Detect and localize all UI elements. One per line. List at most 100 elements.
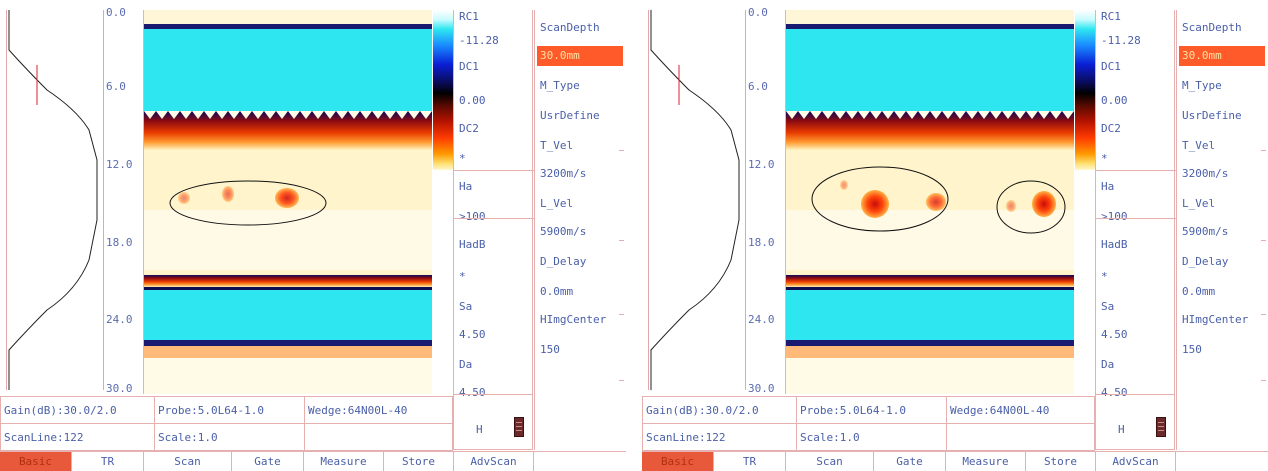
- bottom-tab-bar: Basic TR Scan Gate Measure Store AdvScan: [642, 451, 1268, 471]
- tab-tr[interactable]: TR: [72, 452, 144, 471]
- info-scanline: ScanLine:122: [1, 424, 155, 452]
- readout-value: RC1: [459, 10, 479, 23]
- tab-store[interactable]: Store: [384, 452, 454, 471]
- menu-param-label[interactable]: T_Vel: [1182, 139, 1216, 152]
- defect-marker-ellipse: [169, 180, 327, 226]
- menu-param-value[interactable]: 30.0mm: [537, 46, 623, 66]
- param-menu: ScanDepth 30.0mm M_Type UsrDefine T_Vel 3200m…: [1176, 10, 1268, 450]
- cyan-layer-top: [144, 29, 432, 111]
- tab-measure[interactable]: Measure: [946, 452, 1026, 471]
- menu-param-label[interactable]: M_Type: [1182, 79, 1222, 92]
- readout-value: >100: [459, 210, 486, 223]
- menu-scroll-tick: [619, 150, 624, 151]
- menu-param-label[interactable]: M_Type: [540, 79, 580, 92]
- b-scan-image[interactable]: [144, 10, 432, 394]
- lower-boundary-line: [786, 287, 1074, 290]
- a-scan-profile: [648, 10, 746, 390]
- scan-panel: 0.0 6.0 12.0 18.0 24.0 30.0 RC1 -11.28 DC1 0.00 DC…: [642, 0, 1268, 471]
- surface-echo-top: [786, 10, 1074, 28]
- menu-param-value[interactable]: 150: [1182, 343, 1202, 356]
- menu-param-label[interactable]: D_Delay: [540, 255, 587, 268]
- info-row-1: Gain(dB):30.0/2.0 Probe:5.0L64-1.0 Wedge:6…: [0, 396, 454, 425]
- depth-tick: 12.0: [748, 158, 775, 171]
- menu-param-value[interactable]: 0.0mm: [540, 285, 574, 298]
- scan-panel: 0.0 6.0 12.0 18.0 24.0 30.0 RC1 -11.28 DC1 0.00 DC…: [0, 0, 626, 471]
- b-scan-svg: [144, 10, 432, 394]
- depth-tick: 6.0: [748, 80, 768, 93]
- back-wall-line: [144, 340, 432, 346]
- menu-param-value[interactable]: 150: [540, 343, 560, 356]
- info-probe: Probe:5.0L64-1.0: [797, 397, 947, 425]
- menu-param-value[interactable]: UsrDefine: [1182, 109, 1242, 122]
- menu-param-label[interactable]: ScanDepth: [540, 21, 600, 34]
- battery-icon: [514, 417, 524, 437]
- param-menu: ScanDepth 30.0mm M_Type UsrDefine T_Vel 3200m…: [534, 10, 626, 450]
- menu-param-value[interactable]: 5900m/s: [1182, 225, 1229, 238]
- tab-advscan[interactable]: AdvScan: [1096, 452, 1176, 471]
- cyan-layer-top: [786, 29, 1074, 111]
- tab-gate[interactable]: Gate: [874, 452, 946, 471]
- menu-param-value[interactable]: 3200m/s: [1182, 167, 1229, 180]
- menu-scroll-tick: [619, 240, 624, 241]
- h-label: H: [1118, 423, 1125, 436]
- readout-value: *: [1101, 270, 1108, 283]
- defect-small: [178, 192, 190, 204]
- depth-tick: 12.0: [106, 158, 133, 171]
- tab-store[interactable]: Store: [1026, 452, 1096, 471]
- menu-param-label[interactable]: HImgCenter: [540, 313, 607, 326]
- cyan-layer-bottom: [786, 290, 1074, 340]
- tab-basic[interactable]: Basic: [642, 452, 714, 471]
- readout-divider: [1096, 218, 1176, 219]
- tab-measure[interactable]: Measure: [304, 452, 384, 471]
- depth-tick: 18.0: [748, 236, 775, 249]
- menu-scroll-tick: [1261, 380, 1266, 381]
- menu-scroll-tick: [1261, 240, 1266, 241]
- menu-param-value[interactable]: 0.0mm: [1182, 285, 1216, 298]
- tab-basic[interactable]: Basic: [0, 452, 72, 471]
- tab-gate[interactable]: Gate: [232, 452, 304, 471]
- battery-icon: [1156, 417, 1166, 437]
- menu-scroll-tick: [1261, 150, 1266, 151]
- readout-column: RC1 -11.28 DC1 0.00 DC2 * Ha >100 HadB * Sa 4.50 Da 4…: [453, 10, 534, 399]
- h-status-box: H: [1095, 394, 1175, 450]
- readout-divider: [1096, 170, 1176, 171]
- menu-param-label[interactable]: L_Vel: [1182, 197, 1216, 210]
- a-scan-profile: [6, 10, 104, 390]
- menu-param-label[interactable]: D_Delay: [1182, 255, 1229, 268]
- readout-value: 4.50: [459, 328, 486, 341]
- depth-tick: 24.0: [106, 313, 133, 326]
- menu-param-label[interactable]: ScanDepth: [1182, 21, 1242, 34]
- cyan-layer-bottom: [144, 290, 432, 340]
- info-probe: Probe:5.0L64-1.0: [155, 397, 305, 425]
- menu-param-label[interactable]: T_Vel: [540, 139, 574, 152]
- depth-axis: 0.0 6.0 12.0 18.0 24.0 30.0: [746, 6, 786, 395]
- menu-scroll-tick: [619, 380, 624, 381]
- tab-advscan[interactable]: AdvScan: [454, 452, 534, 471]
- readout-value: DC2: [459, 122, 479, 135]
- info-gain: Gain(dB):30.0/2.0: [643, 397, 797, 425]
- tab-scan[interactable]: Scan: [144, 452, 232, 471]
- readout-divider: [454, 170, 534, 171]
- menu-param-label[interactable]: L_Vel: [540, 197, 574, 210]
- back-wall-line: [786, 340, 1074, 346]
- info-scale: Scale:1.0: [155, 424, 305, 452]
- readout-value: Sa: [459, 300, 473, 313]
- menu-param-value[interactable]: UsrDefine: [540, 109, 600, 122]
- b-scan-image[interactable]: [786, 10, 1074, 394]
- menu-param-value[interactable]: 5900m/s: [540, 225, 587, 238]
- readout-value: Sa: [1101, 300, 1115, 313]
- menu-param-label[interactable]: HImgCenter: [1182, 313, 1249, 326]
- defect-medium: [926, 193, 946, 211]
- a-scan-svg: [650, 10, 740, 390]
- menu-param-value[interactable]: 3200m/s: [540, 167, 587, 180]
- depth-axis: 0.0 6.0 12.0 18.0 24.0 30.0: [104, 6, 144, 395]
- menu-param-value[interactable]: 30.0mm: [1179, 46, 1265, 66]
- color-scale-bar: [1075, 10, 1095, 170]
- readout-value: 4.50: [459, 386, 486, 399]
- a-scan-trace: [650, 10, 740, 390]
- lower-boundary-line: [144, 287, 432, 290]
- tab-scan[interactable]: Scan: [786, 452, 874, 471]
- readout-value: 4.50: [1101, 328, 1128, 341]
- readout-value: Da: [459, 358, 473, 371]
- tab-tr[interactable]: TR: [714, 452, 786, 471]
